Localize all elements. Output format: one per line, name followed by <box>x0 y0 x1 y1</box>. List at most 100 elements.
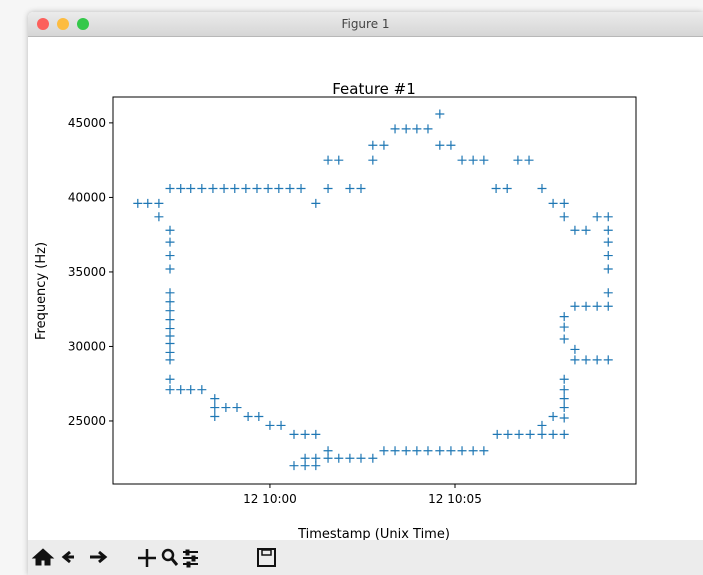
point <box>423 124 433 134</box>
point <box>379 446 389 456</box>
point <box>603 355 613 365</box>
y-tick-label: 40000 <box>68 190 106 204</box>
point <box>285 183 295 193</box>
window-title: Figure 1 <box>341 17 390 31</box>
point <box>230 183 240 193</box>
point <box>603 212 613 222</box>
point <box>265 420 275 430</box>
plot-frame <box>112 96 637 485</box>
minimize-button[interactable] <box>57 18 69 30</box>
point <box>592 212 602 222</box>
point <box>243 411 253 421</box>
point <box>570 355 580 365</box>
point <box>503 429 513 439</box>
point <box>289 429 299 439</box>
point <box>165 338 175 348</box>
point <box>232 403 242 413</box>
point <box>221 403 231 413</box>
point <box>186 385 196 395</box>
point <box>165 225 175 235</box>
point <box>581 355 591 365</box>
point <box>559 429 569 439</box>
point <box>345 183 355 193</box>
point <box>457 155 467 165</box>
back-button[interactable] <box>61 550 74 564</box>
point <box>581 225 591 235</box>
point <box>401 124 411 134</box>
point <box>379 140 389 150</box>
point <box>252 183 262 193</box>
point <box>603 288 613 298</box>
save-button[interactable] <box>257 548 276 567</box>
point <box>323 183 333 193</box>
point <box>513 155 523 165</box>
point <box>323 453 333 463</box>
point <box>537 420 547 430</box>
point <box>165 355 175 365</box>
point <box>254 411 264 421</box>
y-tick-label: 30000 <box>68 339 106 353</box>
point <box>165 183 175 193</box>
y-tick-label: 35000 <box>68 265 106 279</box>
point <box>468 155 478 165</box>
point <box>311 461 321 471</box>
point <box>603 237 613 247</box>
point <box>548 198 558 208</box>
point <box>345 453 355 463</box>
point <box>401 446 411 456</box>
point <box>356 183 366 193</box>
point <box>289 461 299 471</box>
x-tick-label: 12 10:00 <box>243 492 297 506</box>
point <box>603 225 613 235</box>
point <box>581 301 591 311</box>
title-bar: Figure 1 <box>28 12 703 37</box>
point <box>210 411 220 421</box>
point <box>300 461 310 471</box>
point <box>468 446 478 456</box>
point <box>559 322 569 332</box>
point <box>368 453 378 463</box>
point <box>311 198 321 208</box>
home-button[interactable] <box>31 548 55 566</box>
configure-button[interactable] <box>183 549 198 568</box>
point <box>592 301 602 311</box>
point <box>559 198 569 208</box>
close-button[interactable] <box>37 18 49 30</box>
zoom-tool[interactable] <box>161 548 179 566</box>
point <box>241 183 251 193</box>
chart: Feature #1 Timestamp (Unix Time) Frequen… <box>34 80 637 540</box>
point <box>154 212 164 222</box>
point <box>412 124 422 134</box>
point <box>296 183 306 193</box>
zoom-button[interactable] <box>77 18 89 30</box>
pan-button[interactable] <box>138 549 156 567</box>
point <box>334 453 344 463</box>
point <box>412 446 422 456</box>
point <box>210 394 220 404</box>
point <box>537 183 547 193</box>
point <box>165 374 175 384</box>
point <box>537 429 547 439</box>
point <box>570 344 580 354</box>
point <box>570 301 580 311</box>
markers <box>133 109 613 471</box>
point <box>368 155 378 165</box>
point <box>390 446 400 456</box>
point <box>603 264 613 274</box>
point <box>559 212 569 222</box>
point <box>525 429 535 439</box>
point <box>165 315 175 325</box>
x-axis-label: Timestamp (Unix Time) <box>297 527 450 540</box>
chart-title: Feature #1 <box>332 80 416 98</box>
forward-button[interactable] <box>90 550 108 564</box>
y-tick-label: 45000 <box>68 116 106 130</box>
point <box>479 446 489 456</box>
y-tick-label: 25000 <box>68 414 106 428</box>
x-tick-label: 12 10:05 <box>428 492 482 506</box>
point <box>165 385 175 395</box>
point <box>446 140 456 150</box>
point <box>479 155 489 165</box>
point <box>559 413 569 423</box>
point <box>548 411 558 421</box>
point <box>457 446 467 456</box>
